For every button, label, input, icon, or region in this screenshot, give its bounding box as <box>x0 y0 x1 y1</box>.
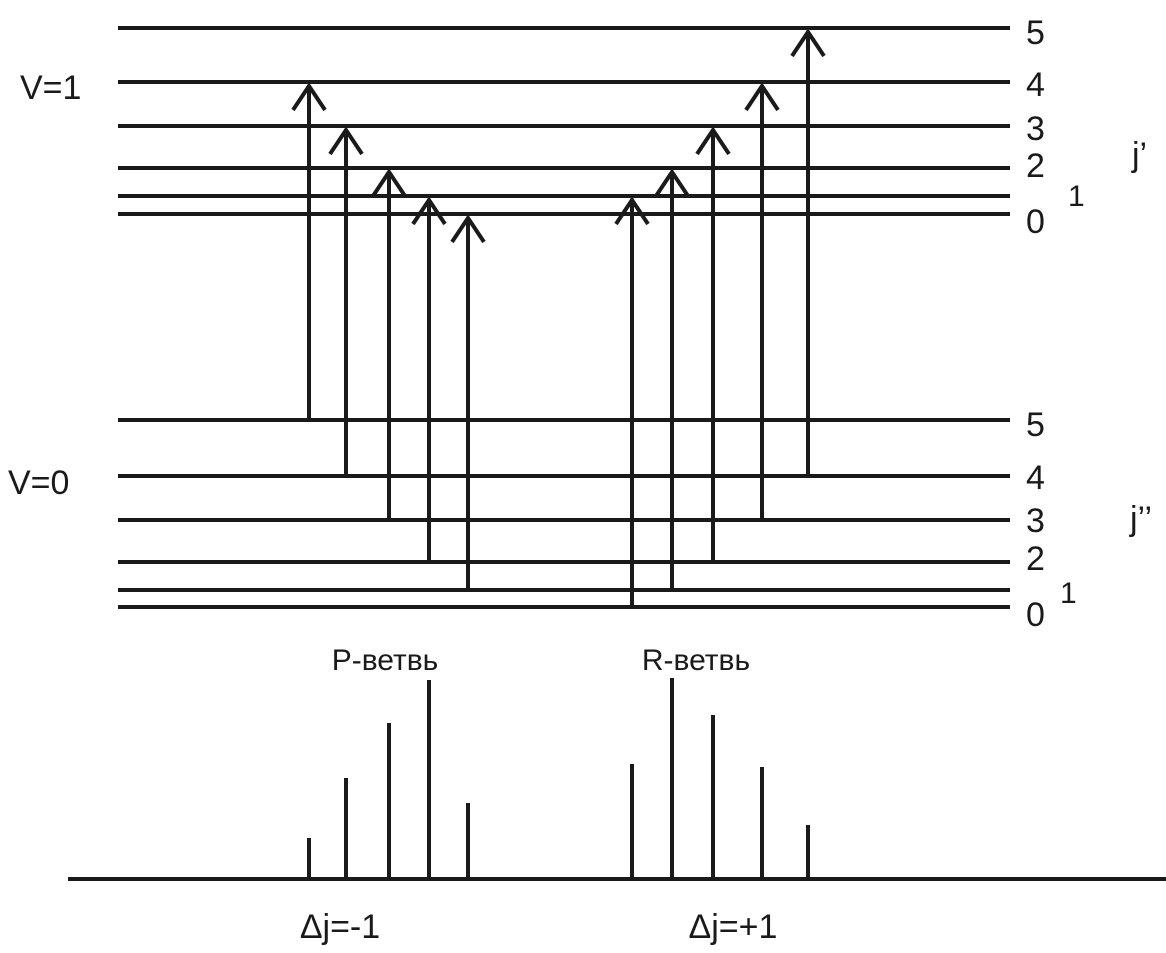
upper-level-number: 1 <box>1068 180 1085 213</box>
upper-level-number: 5 <box>1026 14 1045 52</box>
upper-level-number: 3 <box>1026 110 1045 148</box>
p-branch-label: P-ветвь <box>332 644 439 677</box>
spectrum <box>68 678 1166 881</box>
upper-level-number: 4 <box>1026 66 1045 104</box>
transition-arrow <box>614 196 650 607</box>
lower-level-number: 2 <box>1026 540 1045 578</box>
p-branch-rule: Δj=-1 <box>300 908 380 946</box>
transition-arrow <box>328 126 364 476</box>
lower-level-number: 5 <box>1026 406 1045 444</box>
transition-arrow <box>744 82 780 520</box>
transition-arrow <box>790 28 826 476</box>
r-branch-label: R-ветвь <box>642 644 750 677</box>
lower-state-label: V=0 <box>8 464 69 502</box>
upper-level-number: 2 <box>1026 147 1045 185</box>
transition-arrow <box>411 196 447 562</box>
lower-level-number: 3 <box>1026 502 1045 540</box>
upper-state-label: V=1 <box>20 69 81 107</box>
upper-level-number: 0 <box>1026 203 1045 241</box>
lower-level-number: 1 <box>1060 577 1077 610</box>
lower-level-number: 0 <box>1026 596 1045 634</box>
upper-state-levels <box>118 26 1010 216</box>
transition-arrow <box>291 82 327 420</box>
transition-arrow <box>450 214 486 590</box>
transition-arrow <box>371 168 407 520</box>
lower-level-number: 4 <box>1026 459 1045 497</box>
lower-quantum-label: j’’ <box>1129 500 1152 538</box>
transition-arrow <box>695 126 731 562</box>
transition-arrow <box>654 168 690 590</box>
r-branch-rule: Δj=+1 <box>689 908 778 946</box>
r-branch-transitions <box>614 28 826 607</box>
upper-quantum-label: j’ <box>1131 136 1147 174</box>
p-branch-transitions <box>291 82 486 590</box>
lower-state-levels <box>118 418 1010 609</box>
